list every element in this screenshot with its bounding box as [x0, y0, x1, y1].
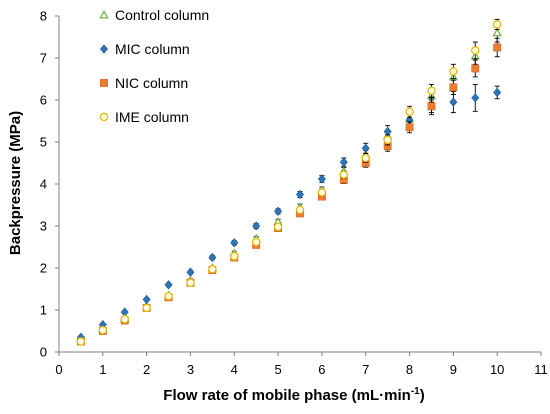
point-mic-column: [449, 97, 458, 107]
legend-marker-control-column: [99, 10, 109, 19]
y-tick-label: 1: [40, 303, 47, 318]
point-ime-column: [98, 325, 108, 335]
x-tick-label: 1: [99, 362, 106, 377]
x-axis-title-close: ): [420, 387, 425, 404]
x-axis-title: Flow rate of mobile phase (mL·min-1): [163, 386, 424, 404]
point-ime-column: [295, 205, 305, 215]
point-mic-column: [252, 221, 261, 231]
point-mic-column: [493, 87, 502, 98]
x-tick-label: 10: [490, 362, 504, 377]
series-ime-column: [76, 18, 502, 346]
x-tick-label: 5: [274, 362, 281, 377]
point-ime-column: [164, 291, 173, 301]
series-control-column: [76, 23, 502, 343]
legend-item-nic-column: NIC column: [100, 75, 188, 91]
point-mic-column: [164, 280, 173, 290]
point-mic-column: [361, 143, 370, 153]
point-mic-column: [208, 252, 217, 263]
x-tick-label: 2: [143, 362, 150, 377]
x-tick-label: 0: [55, 362, 62, 377]
x-axis-title-superscript: -1: [411, 386, 420, 397]
point-ime-column: [230, 252, 239, 261]
point-mic-column: [339, 157, 348, 167]
y-tick-label: 5: [40, 135, 47, 150]
point-ime-column: [383, 135, 392, 145]
point-ime-column: [273, 222, 283, 232]
point-ime-column: [317, 188, 327, 197]
y-axis: 0 1 2 3 4 5 6 7 8: [40, 9, 60, 360]
legend-label-ime-column: IME column: [115, 109, 189, 125]
legend-marker-nic-column: [100, 79, 108, 87]
point-mic-column: [186, 267, 195, 277]
legend-item-mic-column: MIC column: [100, 41, 190, 57]
legend-item-ime-column: IME column: [99, 109, 189, 125]
legend-label-mic-column: MIC column: [115, 41, 190, 57]
point-nic-column: [427, 102, 436, 111]
point-ime-column: [361, 153, 370, 163]
point-ime-column: [339, 170, 349, 179]
point-nic-column: [471, 64, 480, 73]
legend-label-nic-column: NIC column: [115, 75, 188, 91]
point-ime-column: [208, 265, 217, 274]
point-mic-column: [120, 307, 129, 317]
y-tick-label: 3: [40, 219, 47, 234]
point-nic-column: [405, 123, 414, 132]
x-tick-label: 9: [450, 362, 457, 377]
point-ime-column: [76, 337, 86, 346]
data-series: [76, 18, 502, 346]
point-ime-column: [427, 86, 436, 95]
y-tick-label: 2: [40, 261, 47, 276]
y-tick-label: 0: [40, 345, 47, 360]
x-axis: 0 1 2 3 4 5 6 7 8 9 10 11: [55, 351, 548, 377]
x-tick-label: 7: [362, 362, 369, 377]
point-ime-column: [471, 46, 480, 55]
point-ime-column: [142, 303, 151, 313]
point-ime-column: [405, 107, 414, 116]
point-control-column: [492, 27, 502, 37]
point-ime-column: [251, 237, 261, 247]
legend-marker-mic-column: [100, 44, 108, 54]
point-mic-column: [274, 206, 283, 216]
point-mic-column: [142, 294, 151, 305]
y-tick-label: 8: [40, 9, 47, 24]
point-mic-column: [230, 238, 239, 248]
x-tick-label: 8: [406, 362, 413, 377]
legend: Control column MIC column NIC column IME co…: [99, 7, 209, 125]
x-tick-label: 6: [318, 362, 325, 377]
y-tick-label: 6: [40, 93, 47, 108]
point-ime-column: [449, 67, 458, 76]
y-axis-title: Backpressure (MPa): [7, 111, 24, 255]
x-tick-label: 3: [187, 362, 194, 377]
x-tick-label: 4: [231, 362, 238, 377]
point-ime-column: [186, 278, 195, 287]
x-tick-label: 11: [534, 362, 548, 377]
point-mic-column: [317, 174, 326, 184]
point-nic-column: [449, 83, 458, 92]
legend-label-control-column: Control column: [115, 7, 209, 23]
point-mic-column: [296, 189, 304, 200]
legend-item-control-column: Control column: [99, 7, 209, 23]
legend-marker-ime-column: [99, 112, 109, 122]
y-tick-label: 4: [40, 177, 47, 192]
y-tick-label: 7: [40, 51, 47, 66]
point-mic-column: [471, 93, 480, 103]
point-ime-column: [492, 20, 502, 29]
point-nic-column: [493, 43, 502, 52]
x-axis-title-main: Flow rate of mobile phase (mL·min: [163, 387, 411, 404]
point-ime-column: [120, 315, 129, 324]
